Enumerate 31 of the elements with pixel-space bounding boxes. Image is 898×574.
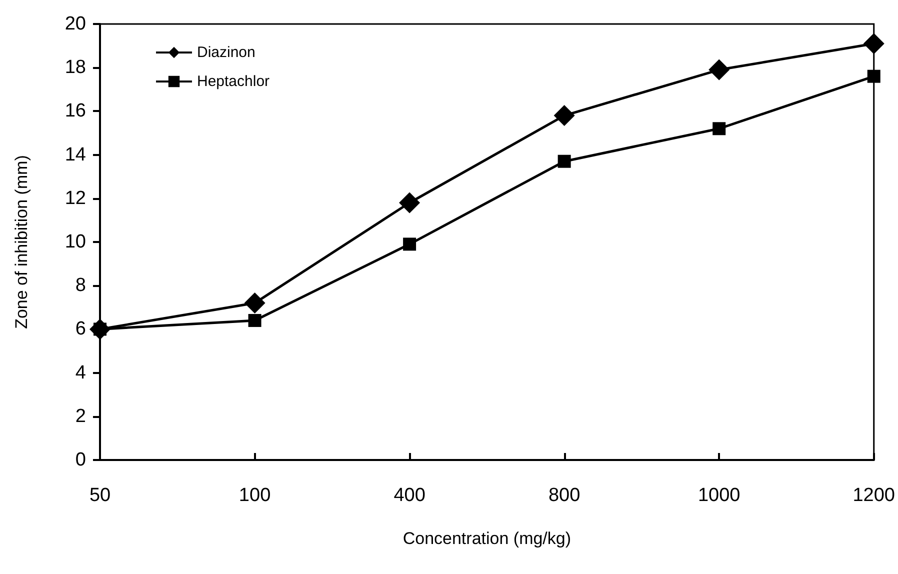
x-tick-label: 100 [238, 485, 271, 506]
point [244, 292, 266, 314]
x-tick-label: 1200 [852, 485, 896, 506]
legend-label: Diazinon [197, 44, 256, 61]
point [403, 238, 416, 251]
legend-label: Heptachlor [197, 73, 270, 90]
point [708, 59, 730, 80]
y-tick-label: 16 [64, 100, 86, 122]
y-tick-label: 4 [75, 362, 86, 384]
y-tick-label: 20 [64, 14, 86, 34]
point [867, 70, 880, 83]
y-tick-label: 6 [75, 318, 86, 340]
y-tick-label: 10 [64, 232, 86, 252]
point [558, 154, 571, 168]
y-tick-label: 2 [75, 406, 86, 427]
x-tick-label: 50 [89, 485, 111, 506]
y-tick-label: 12 [64, 188, 86, 209]
x-tick-label: 1000 [698, 485, 740, 506]
point [863, 33, 884, 54]
point [712, 122, 726, 136]
y-tick-label: 0 [75, 450, 86, 470]
x-tick-label: 800 [548, 485, 580, 506]
y-axis-title: Zone of inhibition (mm) [12, 155, 31, 329]
y-tick-label: 14 [64, 144, 86, 166]
point [399, 192, 420, 214]
point [554, 105, 575, 126]
y-tick-label: 18 [64, 57, 86, 78]
point [248, 314, 262, 327]
y-tick-label: 8 [75, 275, 86, 296]
x-axis-title: Concentration (mg/kg) [402, 529, 572, 548]
x-tick-label: 400 [394, 485, 426, 506]
